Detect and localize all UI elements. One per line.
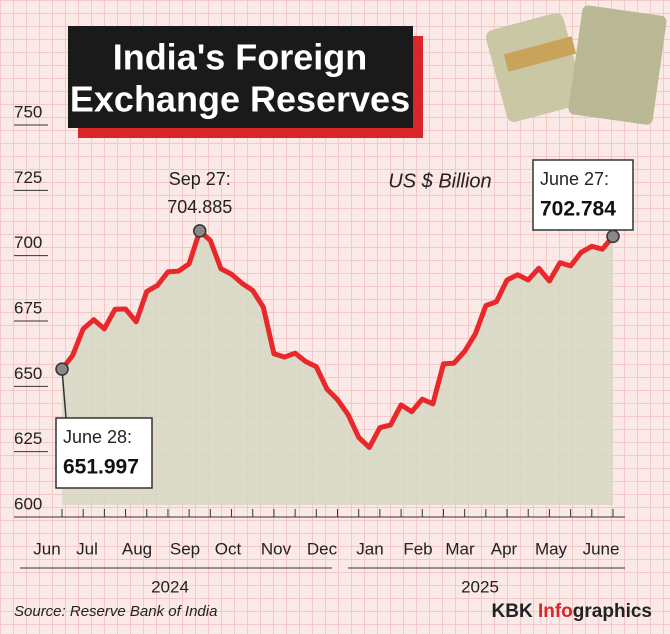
- x-tick-label: Feb: [403, 539, 432, 558]
- brand-part: Info: [538, 601, 573, 622]
- year-label: 2024: [151, 577, 189, 596]
- source: Source: Reserve Bank of India: [14, 603, 217, 620]
- point: [193, 224, 207, 238]
- y-tick-label: 625: [14, 429, 42, 448]
- x-tick-label: Mar: [445, 539, 475, 558]
- x-tick-label: Sep: [170, 539, 200, 558]
- unit-label: US $ Billion: [388, 170, 491, 192]
- line: [60, 228, 615, 451]
- bill-image: [62, 230, 613, 506]
- year-label: 2025: [461, 577, 499, 596]
- x-tick-label: Oct: [215, 539, 242, 558]
- y-tick-label: 650: [14, 364, 42, 383]
- x-tick-label: Jul: [76, 539, 98, 558]
- annotation-value: 704.885: [167, 197, 232, 217]
- brand-part: graphics: [573, 601, 652, 622]
- x-tick-label: Dec: [307, 539, 338, 558]
- y-tick-label: 725: [14, 168, 42, 187]
- x-tick-label: Jan: [356, 539, 383, 558]
- point: [55, 362, 69, 376]
- annotation-label: June 28:: [63, 427, 132, 447]
- callout-box: [532, 159, 634, 231]
- x-tick-label: Aug: [122, 539, 152, 558]
- title: Exchange Reserves: [70, 79, 410, 120]
- x-tick-label: Jun: [33, 539, 60, 558]
- x-tick-label: June: [583, 539, 620, 558]
- callout-box: [55, 417, 153, 489]
- title: India's Foreign: [113, 37, 368, 78]
- title-box: [68, 26, 413, 128]
- y-tick-label: 675: [14, 298, 42, 317]
- brand-part: KBK: [492, 601, 538, 622]
- y-tick-label: 750: [14, 102, 42, 121]
- annotation-label: Sep 27:: [169, 169, 231, 189]
- brand: KBK Infographics: [492, 601, 652, 622]
- x-tick-label: Nov: [261, 539, 292, 558]
- callout-line: [61, 369, 67, 419]
- money-image: [485, 5, 667, 125]
- x-tick-label: May: [535, 539, 568, 558]
- x-tick-label: Apr: [491, 539, 518, 558]
- annotation-label: June 27:: [540, 169, 609, 189]
- point: [606, 229, 620, 244]
- annotation-value: 702.784: [540, 198, 616, 221]
- y-tick-label: 600: [14, 494, 42, 513]
- y-tick-label: 700: [14, 233, 42, 252]
- annotation-value: 651.997: [63, 456, 139, 479]
